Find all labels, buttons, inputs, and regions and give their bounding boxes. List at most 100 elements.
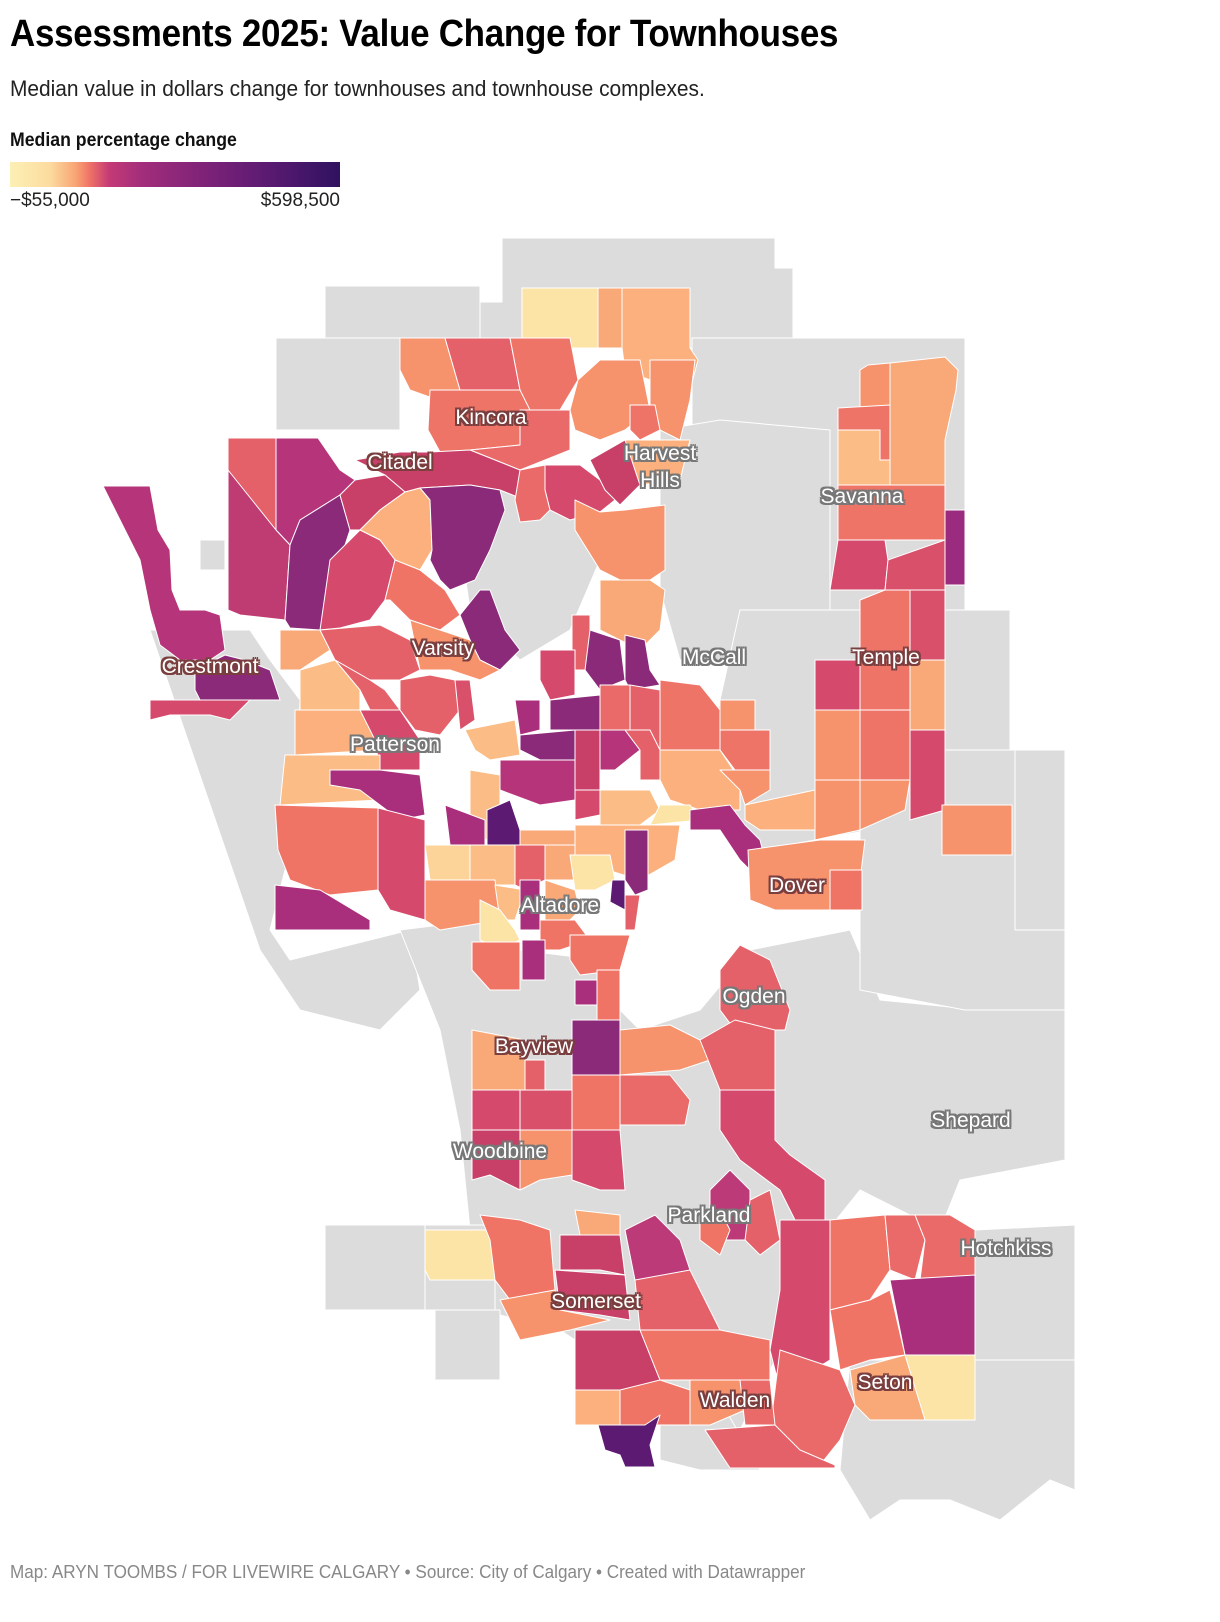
region <box>624 634 661 691</box>
map-label-altadore: Altadore <box>520 894 600 917</box>
region <box>464 719 521 761</box>
legend-title: Median percentage change <box>10 130 237 151</box>
region <box>424 844 471 881</box>
region-group-south-central[interactable] <box>471 934 826 1256</box>
region <box>469 409 571 471</box>
region <box>624 729 661 781</box>
region <box>194 654 281 701</box>
region <box>589 439 641 506</box>
chart-title: Assessments 2025: Value Change for Townh… <box>10 13 839 55</box>
region <box>559 1234 626 1276</box>
region <box>829 869 863 911</box>
map-label-woodbine: Woodbine <box>452 1140 548 1163</box>
map-label-parkland: Parkland <box>667 1204 751 1227</box>
region <box>624 894 641 931</box>
region <box>471 1129 521 1191</box>
region <box>719 769 771 806</box>
map-label-harvest-hills-line2: Hills <box>640 469 680 492</box>
region <box>521 939 546 981</box>
map-label-crestmont: Crestmont <box>161 655 259 678</box>
region <box>519 729 576 761</box>
region <box>699 1209 731 1256</box>
map-label-somerset: Somerset <box>551 1290 641 1313</box>
region <box>359 709 421 771</box>
region <box>544 844 576 881</box>
region <box>149 699 251 721</box>
map-label-citadel: Citadel <box>367 451 433 474</box>
region <box>574 979 598 1006</box>
region <box>889 1274 976 1356</box>
region <box>571 1074 621 1131</box>
region <box>274 804 379 896</box>
region <box>409 619 501 681</box>
region <box>574 1209 621 1236</box>
region <box>519 1129 573 1191</box>
region <box>884 1214 926 1281</box>
map-label-seton: Seton <box>857 1371 913 1394</box>
legend-gradient-bar <box>10 162 340 187</box>
map-label-kincora: Kincora <box>455 406 527 429</box>
region <box>699 1019 776 1091</box>
region <box>569 934 631 976</box>
region <box>619 1074 691 1126</box>
region <box>944 509 966 586</box>
region <box>909 659 946 731</box>
region <box>829 1214 891 1311</box>
map-label-bayview: Bayview <box>494 1035 574 1058</box>
region-group-central[interactable] <box>274 619 866 951</box>
legend-min-label: −$55,000 <box>10 190 90 211</box>
region <box>454 679 476 731</box>
region <box>639 1329 771 1381</box>
region <box>941 804 1013 856</box>
region <box>471 1089 521 1131</box>
region-group-northeast[interactable] <box>599 356 1013 856</box>
region-group-north[interactable] <box>102 287 699 721</box>
region <box>624 829 649 896</box>
region <box>599 684 631 731</box>
region <box>634 1269 721 1331</box>
region <box>499 759 576 806</box>
chart-header: Assessments 2025: Value Change for Townh… <box>10 10 1210 102</box>
region <box>514 464 551 523</box>
region <box>554 1269 631 1321</box>
map-label-hotchkiss: Hotchkiss <box>960 1237 1052 1260</box>
region <box>597 1414 661 1468</box>
region <box>377 807 426 921</box>
region <box>574 1389 621 1426</box>
region <box>479 899 521 951</box>
region <box>539 649 576 701</box>
region <box>597 287 623 349</box>
region <box>471 941 521 991</box>
legend-max-label: $598,500 <box>260 190 340 211</box>
region <box>102 485 226 661</box>
region <box>599 579 666 651</box>
region <box>524 1059 546 1091</box>
map-label-walden: Walden <box>699 1389 771 1412</box>
region <box>849 1354 926 1421</box>
region <box>514 699 541 736</box>
region <box>494 884 526 921</box>
region <box>814 779 861 841</box>
map-label-shepard: Shepard <box>931 1109 1011 1132</box>
region <box>744 1189 781 1256</box>
choropleth-map[interactable]: Kincora Citadel Harvest Hills Savanna Cr… <box>0 230 1220 1550</box>
region <box>279 629 331 671</box>
map-label-dover: Dover <box>768 874 826 897</box>
region <box>419 484 506 591</box>
region <box>571 1129 626 1191</box>
map-label-savanna: Savanna <box>820 485 904 508</box>
map-svg[interactable] <box>0 230 1220 1550</box>
region <box>274 884 371 931</box>
region <box>859 779 911 831</box>
color-legend: Median percentage change −$55,000 $598,5… <box>10 130 340 212</box>
region <box>909 729 946 821</box>
region <box>704 1424 836 1469</box>
region <box>571 1019 621 1076</box>
chart-subtitle: Median value in dollars change for townh… <box>10 76 705 101</box>
region <box>549 694 601 731</box>
map-label-temple: Temple <box>852 646 920 669</box>
region-group-south[interactable] <box>424 1209 976 1469</box>
region <box>829 539 889 591</box>
region <box>859 709 911 781</box>
region <box>814 709 861 781</box>
